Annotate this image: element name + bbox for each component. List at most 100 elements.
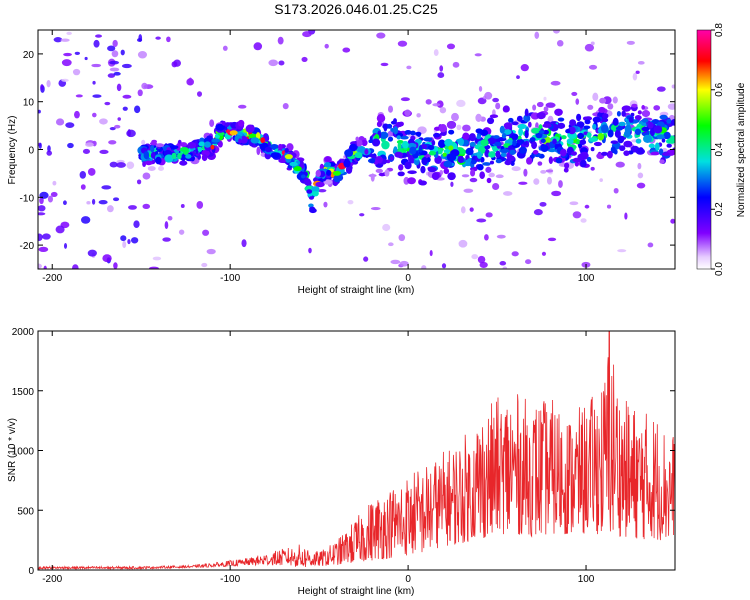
spectrogram-cell xyxy=(304,178,312,186)
spectrogram-cell xyxy=(512,139,517,146)
spectrogram-cell xyxy=(476,151,482,159)
spectrogram-cell xyxy=(112,39,118,48)
x-tick-label: -200 xyxy=(42,574,62,585)
spectrogram-cell xyxy=(79,171,87,179)
spectrogram-cell xyxy=(50,191,58,198)
spectrogram-cell xyxy=(525,259,532,265)
spectrogram-cell xyxy=(380,62,389,67)
spectrogram-cell xyxy=(510,161,515,167)
spectrogram-cell xyxy=(485,166,492,173)
spectrogram-cell xyxy=(504,160,512,166)
spectrogram-cell xyxy=(610,140,619,145)
spectrogram-cell xyxy=(543,96,547,101)
spectrogram-cell xyxy=(495,174,504,179)
spectrogram-cell xyxy=(623,140,633,148)
spectrogram-cell xyxy=(39,197,44,205)
spectrogram-cell xyxy=(418,180,427,186)
spectrogram-cell xyxy=(551,190,562,197)
spectrogram-cell xyxy=(177,152,182,160)
spectrogram-cell xyxy=(612,96,618,104)
spectrogram-cell xyxy=(142,203,151,210)
spectrogram-cell xyxy=(590,41,595,46)
spectrogram-cell xyxy=(111,50,119,58)
spectrogram-cell xyxy=(556,39,564,47)
spectrogram-cell xyxy=(489,160,495,165)
spectrogram-cell xyxy=(599,178,603,182)
spectrogram-cell xyxy=(471,254,479,260)
spectrogram-cell xyxy=(439,132,447,136)
spectrogram-cell xyxy=(520,64,529,72)
spectrogram-cell xyxy=(171,152,177,160)
spectrogram-cell xyxy=(180,204,185,208)
spectrogram-cell xyxy=(60,38,70,42)
spectrogram-cell xyxy=(533,209,543,216)
spectrogram-cell xyxy=(404,161,412,170)
spectrogram-cell xyxy=(638,147,644,154)
spectrogram-cell xyxy=(656,86,666,92)
spectrogram-cell xyxy=(394,151,403,158)
spectrogram-cell xyxy=(495,158,502,164)
spectrogram-cell xyxy=(650,151,660,156)
spectrogram-cell xyxy=(185,154,192,159)
spectrogram-cell xyxy=(532,104,537,111)
spectrogram-cell xyxy=(389,156,394,161)
spectrogram-cell xyxy=(87,249,97,257)
spectrogram-cell xyxy=(361,139,368,147)
spectrogram-cell xyxy=(662,152,670,156)
spectrogram-cell xyxy=(542,123,552,128)
spectrogram-cell xyxy=(526,157,533,165)
spectrogram-cell xyxy=(250,137,260,144)
spectrogram-peak-cell xyxy=(293,166,302,172)
spectrogram-cell xyxy=(396,135,401,140)
spectrogram-cell xyxy=(648,143,655,149)
spectrogram-cell xyxy=(400,135,409,140)
spectrogram-cell xyxy=(543,106,549,112)
spectrogram-cell xyxy=(457,155,464,164)
spectrogram-cell xyxy=(531,141,538,150)
spectrogram-cell xyxy=(141,139,146,146)
spectrogram-cell xyxy=(378,172,386,177)
spectrogram-cell xyxy=(495,102,501,110)
spectrogram-cell xyxy=(641,126,650,132)
spectrogram-cell xyxy=(255,132,261,140)
spectrogram-cell xyxy=(167,215,173,221)
spectrogram-cell xyxy=(666,143,672,148)
spectrogram-cell xyxy=(482,162,491,166)
spectrogram-cell xyxy=(463,188,474,193)
spectrogram-cell xyxy=(63,243,68,249)
spectrogram-cell xyxy=(450,181,454,187)
spectrogram-cell xyxy=(98,200,108,205)
y-tick-label: 1000 xyxy=(12,447,35,458)
spectrogram-cell xyxy=(546,176,552,185)
spectrogram-cell xyxy=(338,162,346,170)
spectrogram-cell xyxy=(511,166,521,172)
spectrogram-cell xyxy=(38,205,46,212)
spectrogram-cell xyxy=(43,265,47,269)
colorbar-tick-label: 0.0 xyxy=(714,262,725,276)
spectrogram-cell xyxy=(569,201,579,206)
spectrogram-cell xyxy=(196,91,203,97)
spectrogram-cell xyxy=(593,141,602,147)
spectrogram-cell xyxy=(577,153,587,161)
spectrogram-cell xyxy=(309,208,317,214)
spectrogram-cell xyxy=(164,221,169,230)
y-tick-label: -20 xyxy=(20,241,35,252)
spectrogram-cell xyxy=(121,63,132,69)
snr-x-axis: -200 -100 0 100 xyxy=(42,331,595,585)
spectrogram-cell xyxy=(572,211,582,219)
spectrogram-cell xyxy=(92,80,96,85)
spectrogram-cell xyxy=(457,149,467,155)
spectrogram-cell xyxy=(643,134,653,143)
spectrogram-cell xyxy=(381,140,390,150)
spectrogram-cell xyxy=(460,206,466,214)
spectrogram-cell xyxy=(575,98,580,105)
spectrogram-cell xyxy=(538,130,545,134)
spectrogram-cell xyxy=(598,106,606,114)
spectrogram-cell xyxy=(661,138,666,143)
spectrogram-cell xyxy=(238,104,247,109)
spectrogram-cell xyxy=(222,45,228,51)
spectrogram-cell xyxy=(439,170,444,176)
spectrogram-cell xyxy=(502,105,510,113)
spectrogram-cell xyxy=(359,213,365,217)
